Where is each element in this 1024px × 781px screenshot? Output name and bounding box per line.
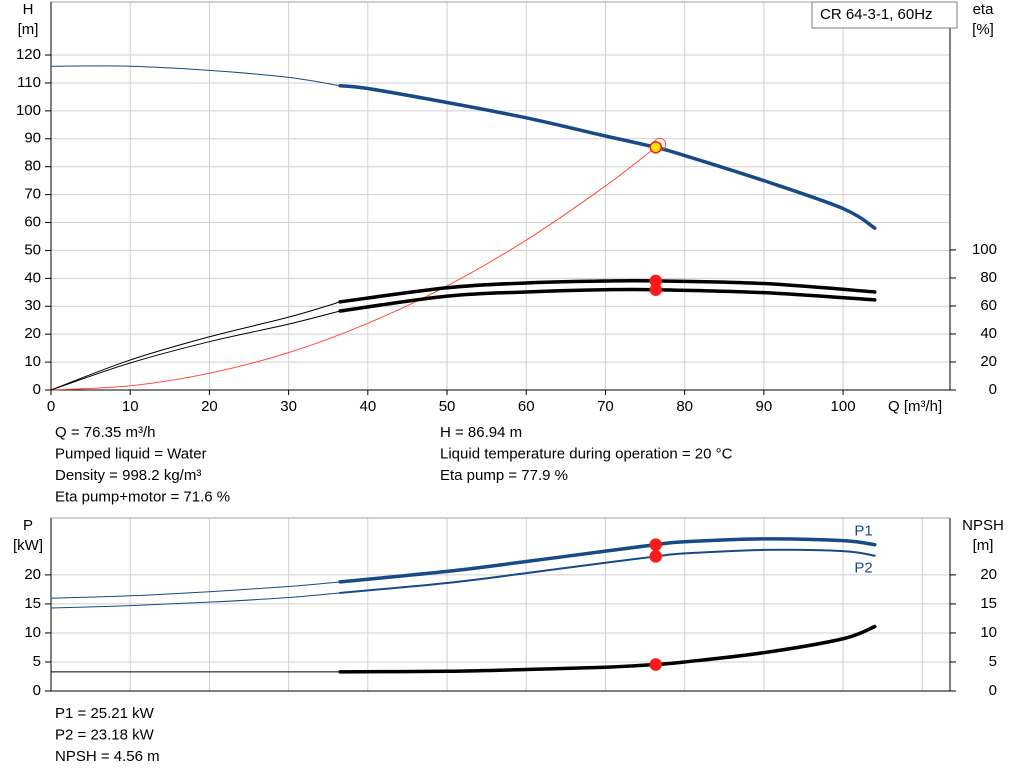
y2-tick-label: 5 xyxy=(989,653,997,670)
info-text: P2 = 23.18 kW xyxy=(55,726,155,743)
y2-tick-label: 100 xyxy=(972,241,997,258)
y-tick-label: 40 xyxy=(24,269,41,286)
y-tick-label: 0 xyxy=(33,682,41,699)
y-tick-label: 5 xyxy=(33,653,41,670)
curve xyxy=(50,310,341,391)
duty-point xyxy=(649,550,662,563)
info-text: H = 86.94 m xyxy=(440,424,522,441)
x-tick-label: 40 xyxy=(359,398,376,415)
curve xyxy=(338,83,877,230)
y2-tick-label: 20 xyxy=(980,353,997,370)
curve xyxy=(338,537,877,584)
x-tick-label: 60 xyxy=(518,398,535,415)
x-tick-label: 0 xyxy=(47,398,55,415)
y-tick-label: 20 xyxy=(24,566,41,583)
chart-title: CR 64-3-1, 60Hz xyxy=(820,6,933,23)
y2-tick-label: 15 xyxy=(980,595,997,612)
y2-tick-label: 60 xyxy=(980,297,997,314)
x-axis-label: Q [m³/h] xyxy=(888,398,942,415)
plot-frame xyxy=(50,1,951,391)
info-text: Eta pump = 77.9 % xyxy=(440,467,568,484)
y-tick-label: 30 xyxy=(24,297,41,314)
y2-axis-label: [m] xyxy=(973,537,994,554)
info-text: Pumped liquid = Water xyxy=(55,445,207,462)
curve xyxy=(50,301,341,391)
x-tick-label: 90 xyxy=(756,398,773,415)
y2-axis-label: [%] xyxy=(972,21,994,38)
x-tick-label: 70 xyxy=(597,398,614,415)
y-tick-label: 20 xyxy=(24,325,41,342)
x-tick-label: 100 xyxy=(831,398,856,415)
y-tick-label: 120 xyxy=(16,46,41,63)
y-tick-label: 15 xyxy=(24,595,41,612)
title-box xyxy=(811,1,958,29)
y2-tick-label: 40 xyxy=(980,325,997,342)
y2-tick-label: 0 xyxy=(989,682,997,699)
curve-label: P1 xyxy=(854,523,872,540)
y2-tick-label: 20 xyxy=(980,566,997,583)
y2-tick-label: 0 xyxy=(989,381,997,398)
y-tick-label: 90 xyxy=(24,130,41,147)
duty-point xyxy=(649,141,662,154)
curve xyxy=(338,287,877,313)
y2-axis-label: eta xyxy=(973,1,995,18)
duty-point xyxy=(649,283,662,296)
curve xyxy=(50,581,341,599)
info-text: P1 = 25.21 kW xyxy=(55,705,155,722)
y-tick-label: 10 xyxy=(24,353,41,370)
y-axis-label: P xyxy=(23,517,33,534)
plot-frame xyxy=(50,517,951,692)
info-text: Eta pump+motor = 71.6 % xyxy=(55,488,230,505)
y2-axis-label: NPSH xyxy=(962,517,1004,534)
curve xyxy=(50,142,662,391)
info-text: NPSH = 4.56 m xyxy=(55,748,160,765)
x-tick-label: 30 xyxy=(280,398,297,415)
x-tick-label: 50 xyxy=(439,398,456,415)
y2-tick-label: 80 xyxy=(980,269,997,286)
y-axis-label: [m] xyxy=(18,21,39,38)
duty-point xyxy=(649,538,662,551)
x-tick-label: 80 xyxy=(676,398,693,415)
x-tick-label: 20 xyxy=(201,398,218,415)
curve xyxy=(50,65,341,87)
y-tick-label: 60 xyxy=(24,213,41,230)
y-axis-label: [kW] xyxy=(13,537,43,554)
curve-label: P2 xyxy=(854,560,872,577)
curve xyxy=(50,592,341,609)
y-tick-label: 10 xyxy=(24,624,41,641)
y-tick-label: 80 xyxy=(24,158,41,175)
info-text: Q = 76.35 m³/h xyxy=(55,424,155,441)
curve xyxy=(338,278,877,304)
y-tick-label: 70 xyxy=(24,186,41,203)
y-tick-label: 0 xyxy=(33,381,41,398)
y-tick-label: 100 xyxy=(16,102,41,119)
info-text: Liquid temperature during operation = 20… xyxy=(440,445,733,462)
duty-point xyxy=(649,658,662,671)
y2-tick-label: 10 xyxy=(980,624,997,641)
curve xyxy=(339,548,876,594)
y-tick-label: 110 xyxy=(17,74,41,91)
y-tick-label: 50 xyxy=(24,241,41,258)
y-axis-label: H xyxy=(23,1,34,18)
x-tick-label: 10 xyxy=(122,398,139,415)
info-text: Density = 998.2 kg/m³ xyxy=(55,467,201,484)
